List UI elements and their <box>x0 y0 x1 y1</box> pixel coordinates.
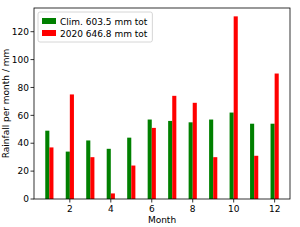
y-tick <box>31 171 35 172</box>
x-tick-label: 12 <box>269 204 280 214</box>
bar <box>152 128 156 199</box>
bar <box>250 124 254 199</box>
x-tick <box>151 199 152 203</box>
bar <box>230 113 234 199</box>
y-axis-label: Rainfall per month / mm <box>1 49 11 159</box>
y-tick-label: 0 <box>23 194 29 204</box>
legend-label: Clim. 603.5 mm tot <box>60 17 148 27</box>
x-tick <box>192 199 193 203</box>
bar <box>271 124 275 199</box>
bar <box>148 120 152 199</box>
bar <box>275 74 279 199</box>
x-tick <box>233 199 234 203</box>
bar <box>90 157 94 199</box>
x-tick-label: 2 <box>67 204 73 214</box>
legend-box <box>38 12 152 42</box>
bar <box>193 103 197 199</box>
x-tick-label: 4 <box>108 204 114 214</box>
bar <box>107 149 111 199</box>
x-tick-label: 10 <box>228 204 240 214</box>
chart: 24681012020406080100120MonthRainfall per… <box>0 0 300 227</box>
y-tick-label: 120 <box>12 27 29 37</box>
x-tick-label: 6 <box>149 204 155 214</box>
legend-swatch <box>42 30 56 36</box>
bar <box>111 193 115 199</box>
bar <box>254 156 258 199</box>
y-tick <box>31 115 35 116</box>
y-tick <box>31 31 35 32</box>
x-tick-label: 8 <box>190 204 196 214</box>
bar <box>49 147 53 199</box>
bar <box>86 140 90 199</box>
bar <box>131 166 135 199</box>
legend-swatch <box>42 18 56 24</box>
x-tick <box>110 199 111 203</box>
bar <box>234 16 238 199</box>
legend-label: 2020 646.8 mm tot <box>60 29 148 39</box>
bar <box>189 122 193 199</box>
bar <box>172 96 176 199</box>
x-tick <box>274 199 275 203</box>
y-tick <box>31 87 35 88</box>
y-tick-label: 80 <box>18 83 30 93</box>
y-tick <box>31 143 35 144</box>
y-tick-label: 40 <box>18 138 30 148</box>
bar <box>127 138 131 199</box>
y-tick <box>31 59 35 60</box>
bar <box>66 152 70 199</box>
bars <box>45 16 278 199</box>
y-tick-label: 100 <box>12 55 29 65</box>
bar <box>70 94 74 199</box>
plot-frame <box>34 8 290 199</box>
bar <box>213 157 217 199</box>
y-tick-label: 20 <box>18 166 30 176</box>
x-axis-label: Month <box>148 215 176 225</box>
x-tick <box>69 199 70 203</box>
bar <box>45 131 49 199</box>
legend: Clim. 603.5 mm tot 2020 646.8 mm tot <box>38 12 152 42</box>
y-tick-label: 60 <box>18 111 30 121</box>
bar <box>209 120 213 199</box>
y-tick <box>31 199 35 200</box>
bar <box>168 121 172 199</box>
